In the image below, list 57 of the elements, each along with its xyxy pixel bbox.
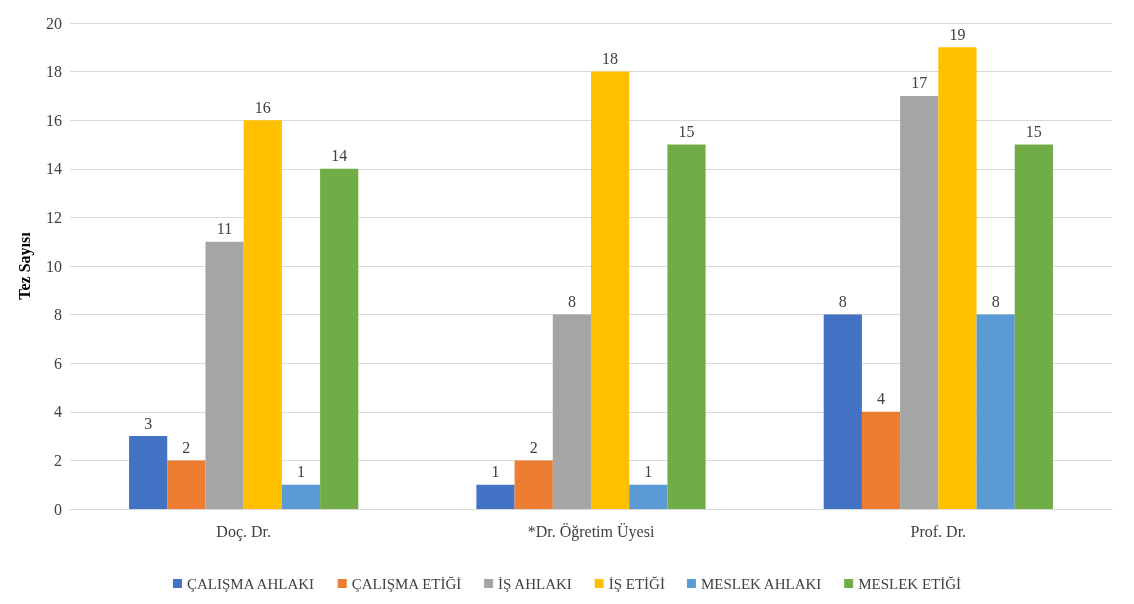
data-label: 1 — [491, 463, 500, 481]
data-label: 2 — [529, 438, 538, 456]
legend-label: MESLEK AHLAKI — [700, 575, 822, 592]
legend-label: ÇALIŞMA AHLAKI — [186, 575, 315, 592]
bar — [476, 484, 515, 509]
x-tick-label: *Dr. Öğretim Üyesi — [527, 522, 655, 541]
data-label: 16 — [254, 98, 271, 116]
bar — [1014, 144, 1053, 509]
bar — [938, 47, 977, 509]
data-label: 14 — [331, 147, 348, 165]
bar — [205, 241, 244, 509]
data-label: 11 — [216, 220, 233, 238]
y-axis-title: Tez Sayısı — [15, 231, 34, 300]
bar — [552, 314, 591, 509]
data-label: 8 — [991, 293, 1000, 311]
y-tick-label: 6 — [54, 354, 62, 372]
bar — [167, 460, 206, 509]
data-label: 1 — [644, 463, 653, 481]
data-label: 18 — [602, 50, 619, 68]
bar — [667, 144, 706, 509]
y-tick-label: 0 — [54, 500, 62, 518]
bar — [514, 460, 553, 509]
data-label: 15 — [1025, 123, 1042, 140]
legend-label: İŞ ETİĞİ — [608, 575, 665, 592]
legend-label: MESLEK ETİĞİ — [858, 575, 962, 592]
data-label: 8 — [567, 293, 576, 311]
bar — [320, 168, 359, 509]
data-label: 1 — [296, 463, 305, 481]
legend-label: ÇALIŞMA ETİĞİ — [351, 575, 462, 592]
bar — [823, 314, 862, 509]
bar — [281, 484, 321, 509]
bar — [243, 120, 282, 509]
y-tick-label: 12 — [46, 208, 62, 226]
x-tick-label: Prof. Dr. — [910, 522, 967, 540]
data-label: 15 — [678, 123, 695, 140]
y-tick-label: 10 — [46, 257, 62, 275]
bar — [976, 314, 1015, 509]
y-tick-label: 8 — [54, 306, 62, 324]
data-label: 19 — [949, 25, 966, 43]
data-label: 4 — [877, 390, 886, 408]
data-label: 3 — [144, 414, 153, 432]
bar — [861, 411, 901, 509]
y-tick-label: 16 — [46, 111, 62, 129]
data-label: 8 — [838, 293, 847, 311]
y-tick-label: 18 — [46, 63, 62, 81]
data-label: 17 — [911, 74, 928, 92]
y-tick-label: 4 — [54, 403, 62, 421]
legend-label: İŞ AHLAKI — [498, 575, 572, 592]
y-tick-label: 20 — [46, 14, 62, 32]
x-tick-label: Doç. Dr. — [216, 522, 271, 541]
data-label: 2 — [182, 438, 191, 456]
y-tick-label: 14 — [46, 160, 62, 178]
y-tick-label: 2 — [54, 451, 62, 469]
bar — [900, 95, 939, 509]
bar — [629, 484, 668, 509]
bar — [129, 436, 168, 509]
bar — [591, 71, 630, 509]
